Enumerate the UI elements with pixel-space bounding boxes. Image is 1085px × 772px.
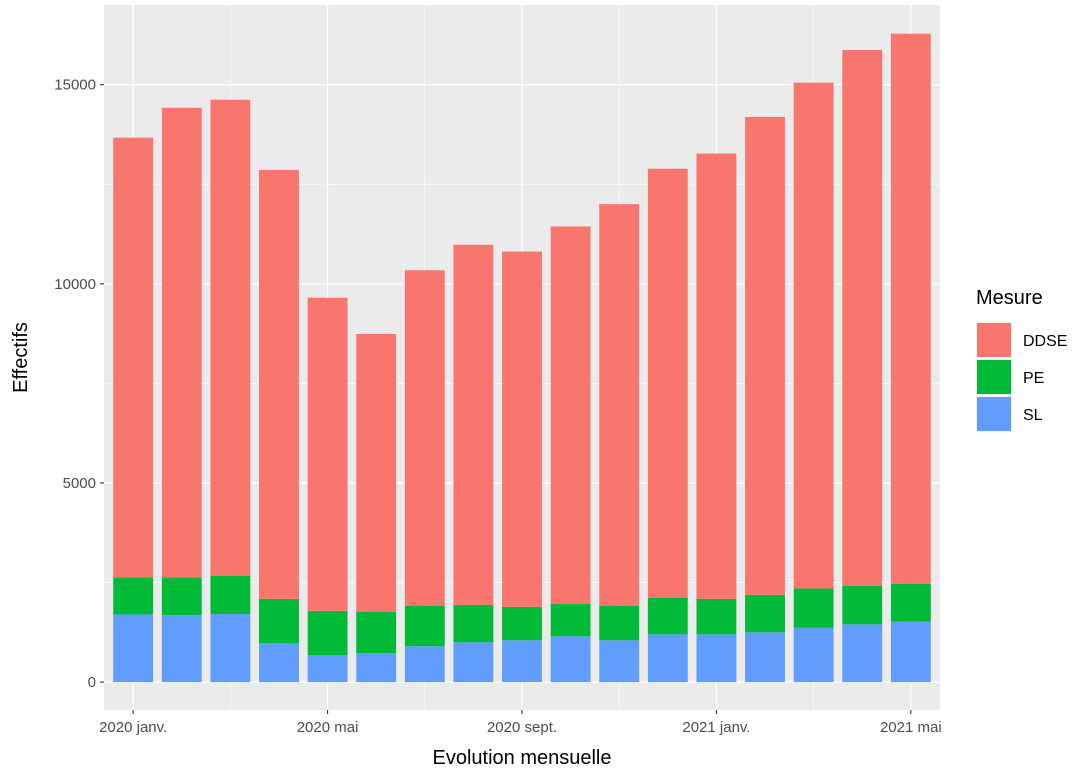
y-axis: 0 5000 10000 15000 — [54, 77, 104, 691]
bar-ddse-2020-11 — [599, 204, 640, 606]
y-tick-label: 5000 — [63, 475, 96, 492]
bar-sl-2021-05 — [890, 621, 931, 683]
legend-label-pe: PE — [1023, 370, 1044, 387]
bar-pe-2020-10 — [550, 604, 591, 637]
bar-sl-2020-12 — [647, 634, 688, 683]
legend-swatch-pe — [977, 360, 1011, 394]
bar-pe-2020-01 — [113, 577, 154, 615]
bar-pe-2021-04 — [842, 585, 883, 625]
y-axis-title: Effectifs — [10, 322, 32, 393]
bar-ddse-2020-05 — [307, 297, 348, 611]
bar-sl-2020-03 — [210, 614, 251, 683]
bar-ddse-2021-05 — [890, 33, 931, 584]
legend-swatch-ddse — [977, 323, 1011, 357]
bar-sl-2020-11 — [599, 640, 640, 683]
bar-sl-2021-04 — [842, 624, 883, 683]
bar-pe-2020-02 — [161, 577, 202, 616]
bar-sl-2021-02 — [745, 632, 785, 683]
bar-pe-2021-02 — [745, 594, 785, 633]
bar-ddse-2021-03 — [793, 82, 834, 589]
bar-ddse-2021-02 — [745, 116, 785, 595]
bar-ddse-2020-03 — [210, 99, 251, 576]
bar-pe-2020-11 — [599, 605, 640, 641]
x-tick-label: 2020 sept. — [487, 719, 557, 736]
bar-ddse-2020-04 — [259, 169, 299, 599]
bar-ddse-2020-10 — [550, 226, 591, 605]
bar-sl-2020-04 — [259, 643, 299, 683]
bar-sl-2020-09 — [502, 640, 542, 683]
bar-ddse-2020-07 — [404, 270, 445, 606]
bar-ddse-2020-09 — [502, 251, 542, 607]
x-tick-label: 2021 janv. — [682, 719, 750, 736]
bar-sl-2020-05 — [307, 655, 348, 683]
x-tick-label: 2020 mai — [297, 719, 359, 736]
x-tick-label: 2021 mai — [880, 719, 942, 736]
bar-sl-2020-02 — [161, 615, 202, 683]
legend-swatch-sl — [977, 397, 1011, 431]
bar-sl-2020-10 — [550, 636, 591, 683]
bar-sl-2020-06 — [356, 653, 397, 683]
legend-label-sl: SL — [1023, 407, 1043, 424]
legend-label-ddse: DDSE — [1023, 333, 1067, 350]
bar-pe-2020-12 — [647, 597, 688, 635]
bar-ddse-2020-06 — [356, 334, 397, 613]
bar-sl-2021-01 — [696, 634, 737, 683]
bar-sl-2020-01 — [113, 614, 154, 683]
bar-ddse-2021-04 — [842, 50, 883, 586]
legend: Mesure DDSE PE SL — [976, 287, 1067, 432]
bar-pe-2020-05 — [307, 610, 348, 656]
bar-pe-2020-06 — [356, 612, 397, 654]
bar-sl-2021-03 — [793, 627, 834, 683]
bar-sl-2020-07 — [404, 646, 445, 683]
bar-pe-2020-09 — [502, 606, 542, 641]
bar-ddse-2021-01 — [696, 153, 737, 599]
x-tick-label: 2020 janv. — [99, 719, 167, 736]
bars — [113, 33, 931, 683]
y-tick-label: 0 — [88, 674, 96, 691]
bar-pe-2021-01 — [696, 598, 737, 635]
bar-sl-2020-08 — [453, 642, 494, 683]
x-axis-title: Evolution mensuelle — [433, 747, 612, 769]
bar-ddse-2020-01 — [113, 137, 154, 578]
bar-pe-2021-05 — [890, 583, 931, 622]
x-axis: 2020 janv. 2020 mai 2020 sept. 2021 janv. 20… — [99, 710, 942, 736]
bar-pe-2020-04 — [259, 598, 299, 644]
bar-ddse-2020-08 — [453, 244, 494, 605]
bar-ddse-2020-02 — [161, 107, 202, 578]
bar-pe-2020-07 — [404, 605, 445, 647]
bar-pe-2020-03 — [210, 575, 251, 615]
bar-pe-2021-03 — [793, 588, 834, 628]
y-tick-label: 10000 — [54, 276, 96, 293]
legend-title: Mesure — [976, 287, 1043, 309]
bar-pe-2020-08 — [453, 604, 494, 643]
y-tick-label: 15000 — [54, 77, 96, 94]
bar-ddse-2020-12 — [647, 168, 688, 598]
